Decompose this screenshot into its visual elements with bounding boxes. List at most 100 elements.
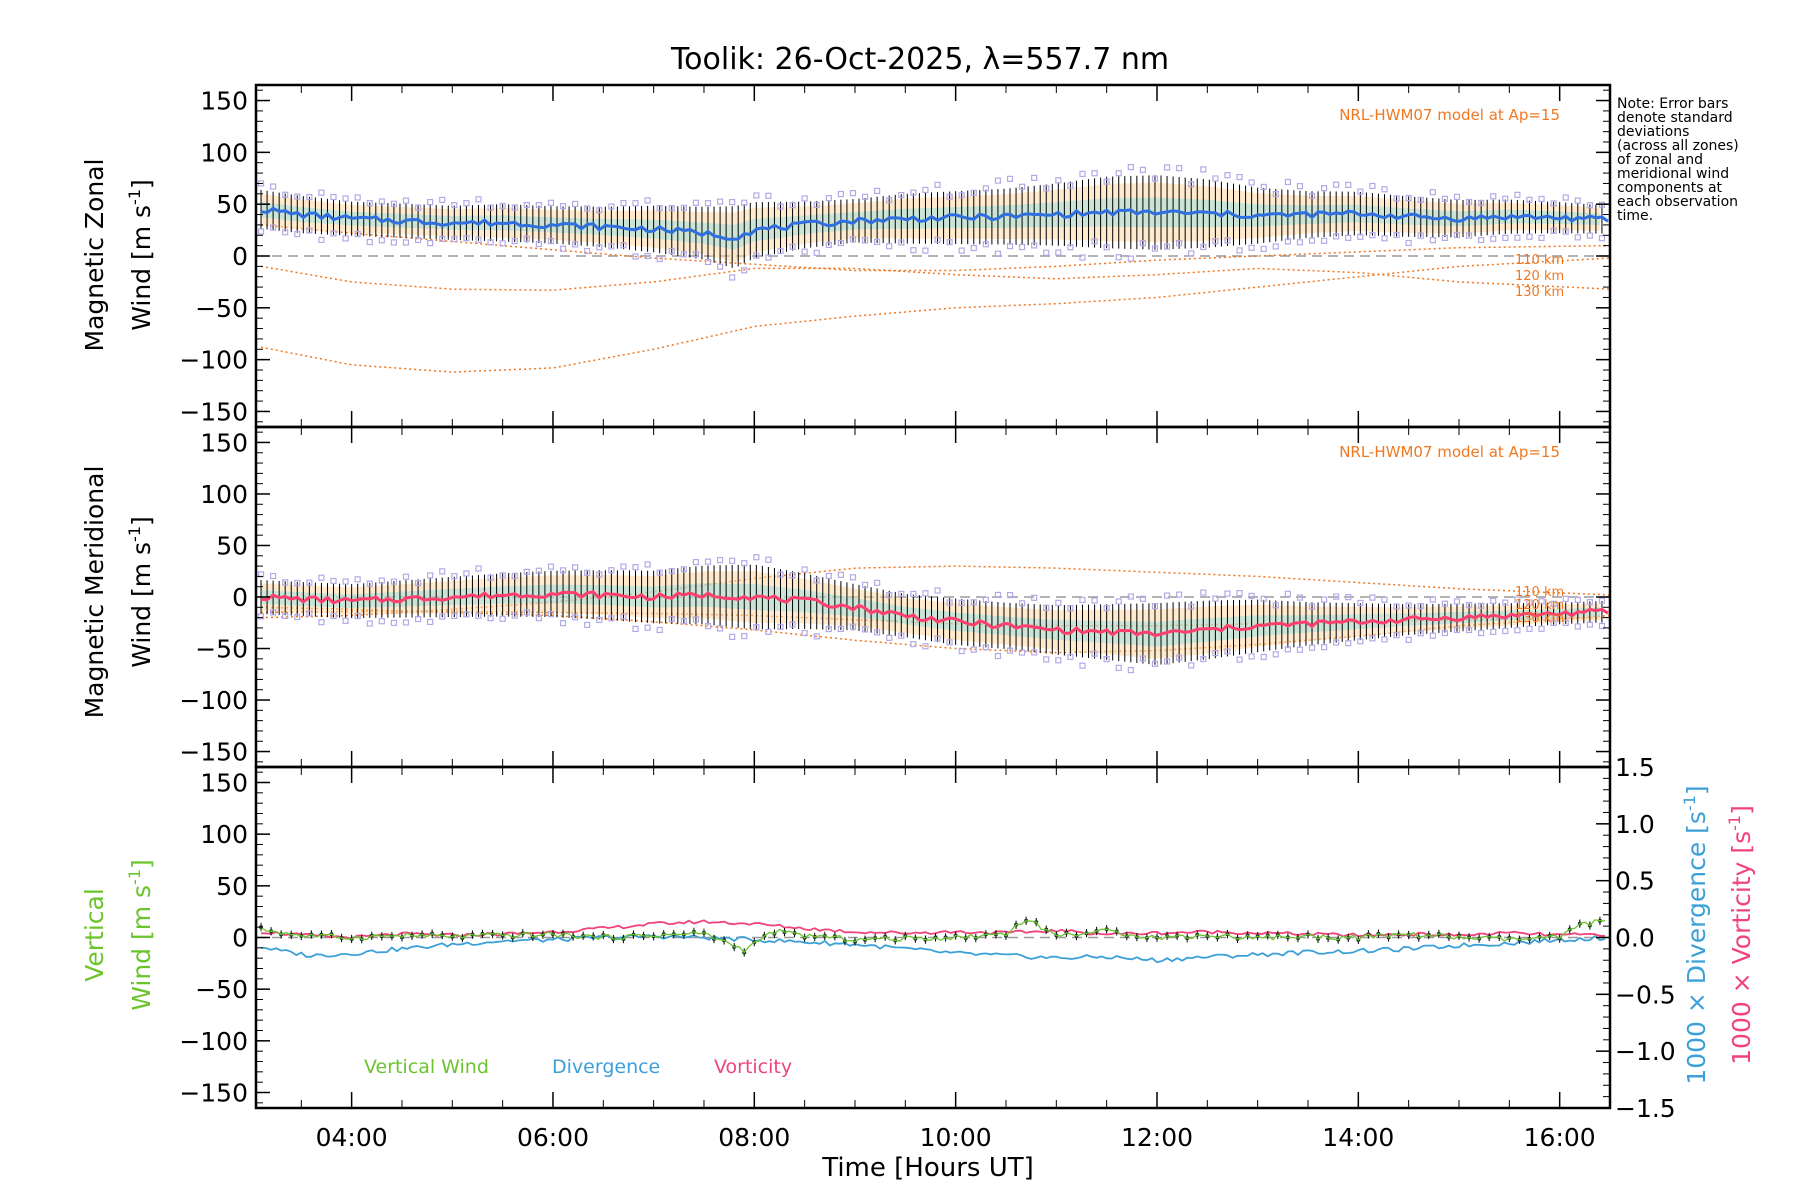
zonal-ylabel-exp: -1 [125, 189, 144, 205]
vertical-ylabel-suffix: ] [127, 859, 156, 869]
meridional-zone-point [1224, 648, 1231, 655]
zonal-zone-point [849, 236, 857, 243]
zonal-zone-point [1586, 232, 1593, 239]
zonal-zone-point [366, 200, 373, 207]
meridional-zone-point [716, 625, 724, 632]
zonal-model-line [260, 224, 1611, 272]
zonal-zone-point [1478, 199, 1485, 207]
zonal-zone-point [994, 250, 1002, 257]
zonal-model-line [260, 257, 1611, 373]
zonal-zone-point [1598, 235, 1606, 242]
meridional-zone-point [451, 573, 458, 580]
meridional-zone-point [475, 565, 482, 572]
zonal-zone-point [886, 197, 893, 204]
meridional-zone-point [535, 567, 542, 574]
meridional-zone-point [596, 571, 603, 578]
zonal-zone-point [1369, 182, 1376, 190]
meridional-ylabel-suffix: ] [127, 516, 156, 526]
meridional-zone-point [523, 609, 530, 616]
meridional-zone-point [716, 557, 724, 564]
meridional-zone-point [270, 572, 277, 580]
meridional-zone-point [1079, 596, 1086, 604]
zonal-zone-point [1272, 190, 1279, 198]
meridional-model-alt-label: 130 km [1515, 611, 1564, 626]
zonal-zone-point [1320, 237, 1328, 244]
zonal-zone-point [318, 189, 325, 196]
zonal-zone-point [1006, 242, 1014, 250]
note-line: of zonal and [1617, 152, 1703, 168]
meridional-zone-point [753, 624, 760, 631]
meridional-zone-point [342, 578, 349, 585]
x-tick-label: 12:00 [1121, 1123, 1193, 1152]
zonal-zone-point [1055, 249, 1062, 256]
zonal-zone-point [1224, 237, 1231, 244]
zonal-zone-point [1031, 242, 1038, 249]
vorticity-label-exp: -1 [1725, 815, 1744, 831]
zonal-model-line [260, 265, 1611, 291]
meridional-zone-point [1393, 603, 1400, 610]
zonal-zone-point [1115, 254, 1122, 261]
meridional-zone-point [1369, 594, 1376, 601]
zonal-y-tick-label: 150 [200, 87, 248, 116]
meridional-zone-point [982, 644, 989, 651]
zonal-zone-point [1357, 188, 1364, 195]
zonal-spread-band [261, 182, 1600, 263]
meridional-zone-point [898, 590, 905, 597]
meridional-zone-point [584, 569, 591, 576]
meridional-zone-point [729, 557, 736, 564]
meridional-ylabel-prefix: Wind [m s [127, 542, 156, 668]
meridional-zone-point [499, 615, 506, 622]
zonal-zone-point [572, 200, 579, 208]
meridional-zone-point [1031, 594, 1038, 601]
zonal-zone-point [402, 239, 410, 246]
zonal-zone-point [1188, 181, 1195, 188]
meridional-zone-point [729, 633, 736, 640]
meridional-zone-point [1550, 600, 1557, 607]
meridional-zone-point [342, 617, 349, 624]
meridional-mean-line [260, 590, 1609, 638]
zonal-zone-point [1320, 185, 1328, 192]
zonal-zone-point [511, 204, 518, 211]
zonal-zone-point [777, 203, 784, 210]
zonal-zone-point [1333, 233, 1340, 240]
zonal-zone-point [1417, 196, 1424, 204]
zonal-ylabel-units: Wind [m s-1] [125, 179, 156, 331]
meridional-zone-point [861, 581, 869, 588]
zonal-zone-point [378, 237, 385, 244]
meridional-zone-point [632, 564, 639, 571]
meridional-zone-point [306, 610, 313, 617]
meridional-zone-point [1478, 602, 1485, 609]
meridional-zone-point [970, 599, 977, 606]
zonal-zone-point [547, 199, 555, 206]
y2-tick-label: −0.5 [1615, 980, 1676, 1009]
zonal-zone-point [1163, 164, 1171, 171]
zonal-zone-point [922, 186, 929, 194]
vertical-data-layer [256, 916, 1610, 964]
zonal-ylabel-suffix: ] [127, 179, 156, 189]
meridional-zone-point [789, 572, 796, 579]
meridional-zone-point [1429, 596, 1436, 603]
zonal-zone-point [716, 263, 724, 270]
meridional-zone-point [511, 572, 518, 580]
meridional-zone-point [487, 574, 494, 581]
zonal-zone-point [1296, 183, 1304, 190]
zonal-zone-point [716, 198, 724, 205]
zonal-zone-point [390, 239, 398, 246]
meridional-zone-point [1067, 605, 1074, 612]
zonal-zone-point [813, 249, 820, 256]
zonal-zone-point [366, 238, 373, 246]
zonal-zone-point [668, 247, 675, 255]
zonal-zone-point [439, 235, 446, 243]
zonal-zone-point [656, 255, 663, 263]
zonal-mean-line [260, 206, 1609, 241]
meridional-zone-point [1055, 657, 1062, 664]
zonal-zone-point [704, 200, 712, 207]
meridional-zone-point [1574, 623, 1581, 630]
y2-tick-label: −1.0 [1615, 1037, 1676, 1066]
meridional-zone-point [1139, 595, 1146, 602]
meridional-zone-point [330, 577, 337, 585]
meridional-zone-point [1453, 598, 1461, 605]
zonal-zone-point [958, 192, 965, 199]
zonal-zone-point [1248, 179, 1255, 186]
zonal-zone-point [1441, 234, 1449, 242]
